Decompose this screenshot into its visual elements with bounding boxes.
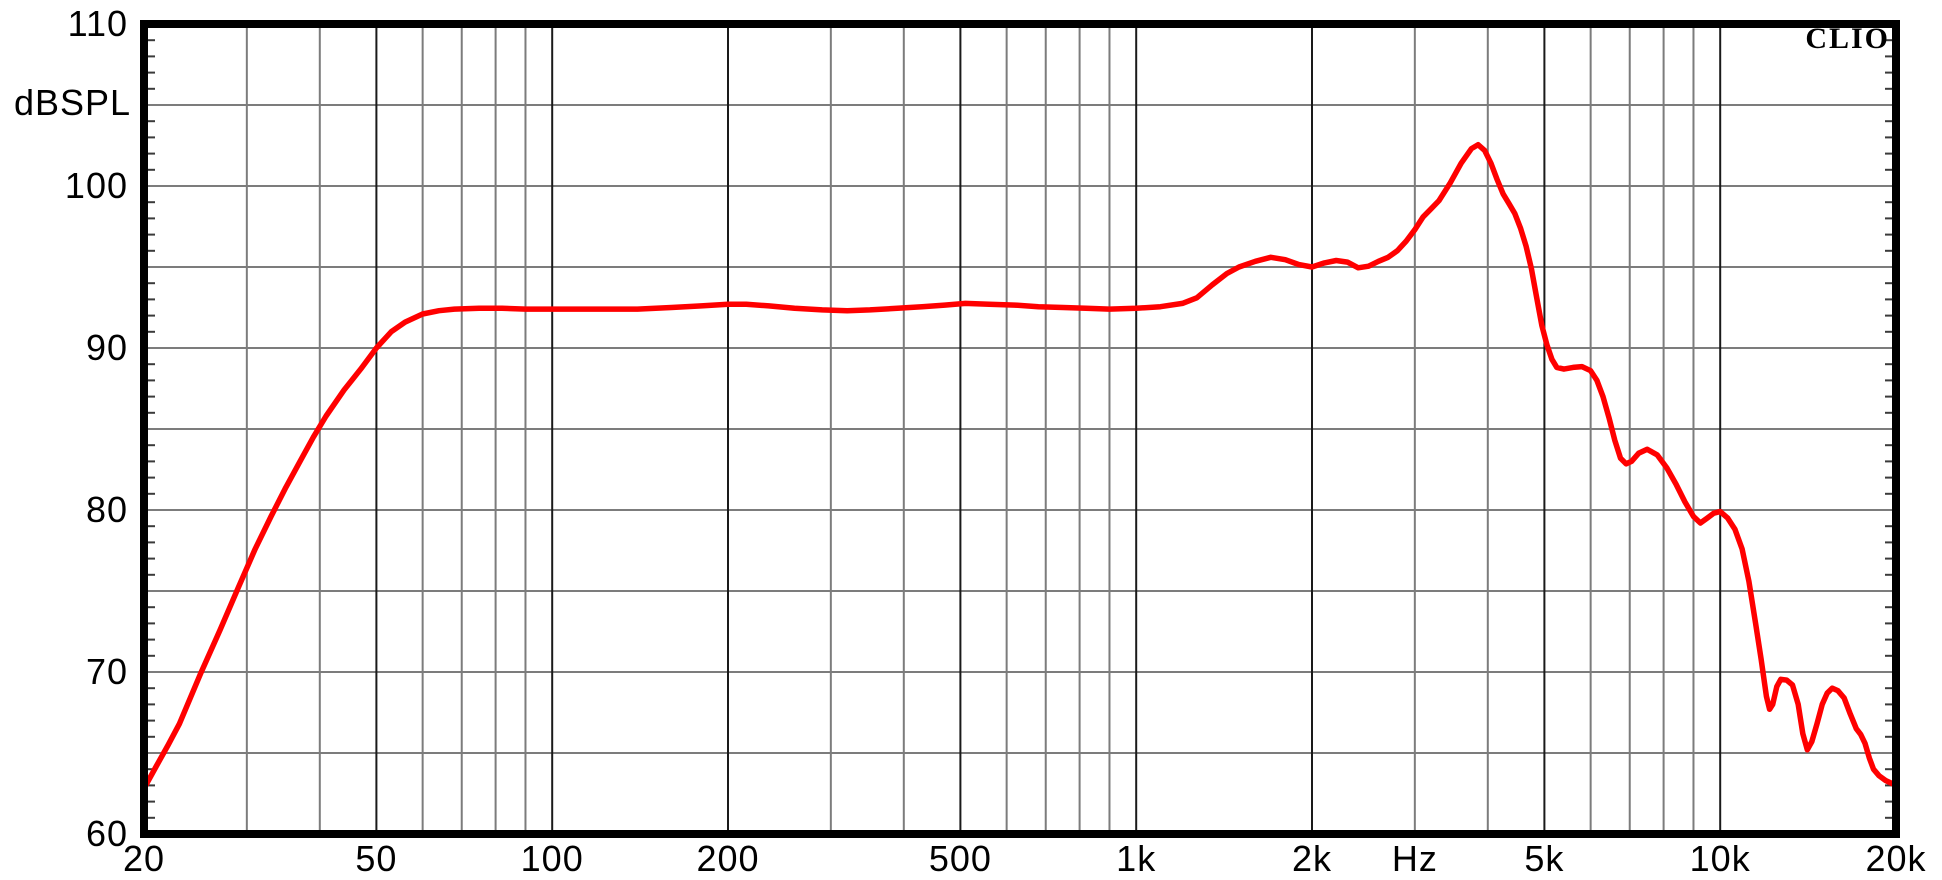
clio-logo: CLIO: [1805, 22, 1890, 55]
y-tick-label: 100: [64, 165, 128, 206]
x-tick-label: 20k: [1865, 838, 1927, 879]
y-tick-label: 60: [85, 813, 128, 854]
x-tick-label: 1k: [1116, 838, 1157, 879]
x-tick-label: 50: [355, 838, 398, 879]
plot-border: [140, 20, 1900, 838]
y-axis-unit-label: dBSPL: [14, 82, 132, 123]
x-tick-label: 2k: [1291, 838, 1333, 879]
y-tick-label: 80: [85, 489, 128, 530]
y-tick-label: 90: [85, 327, 128, 368]
x-tick-label: 200: [696, 838, 760, 879]
x-tick-label: 20: [122, 838, 166, 879]
x-tick-label: 500: [928, 838, 992, 879]
x-tick-label: 100: [520, 838, 584, 879]
y-tick-label: 70: [85, 651, 128, 692]
spl-response-curve: [141, 141, 1899, 792]
y-tick-label: 110: [67, 3, 128, 44]
x-tick-label: 10k: [1689, 838, 1751, 879]
x-tick-label: 5k: [1524, 838, 1565, 879]
x-axis-unit-label: Hz: [1391, 838, 1438, 879]
